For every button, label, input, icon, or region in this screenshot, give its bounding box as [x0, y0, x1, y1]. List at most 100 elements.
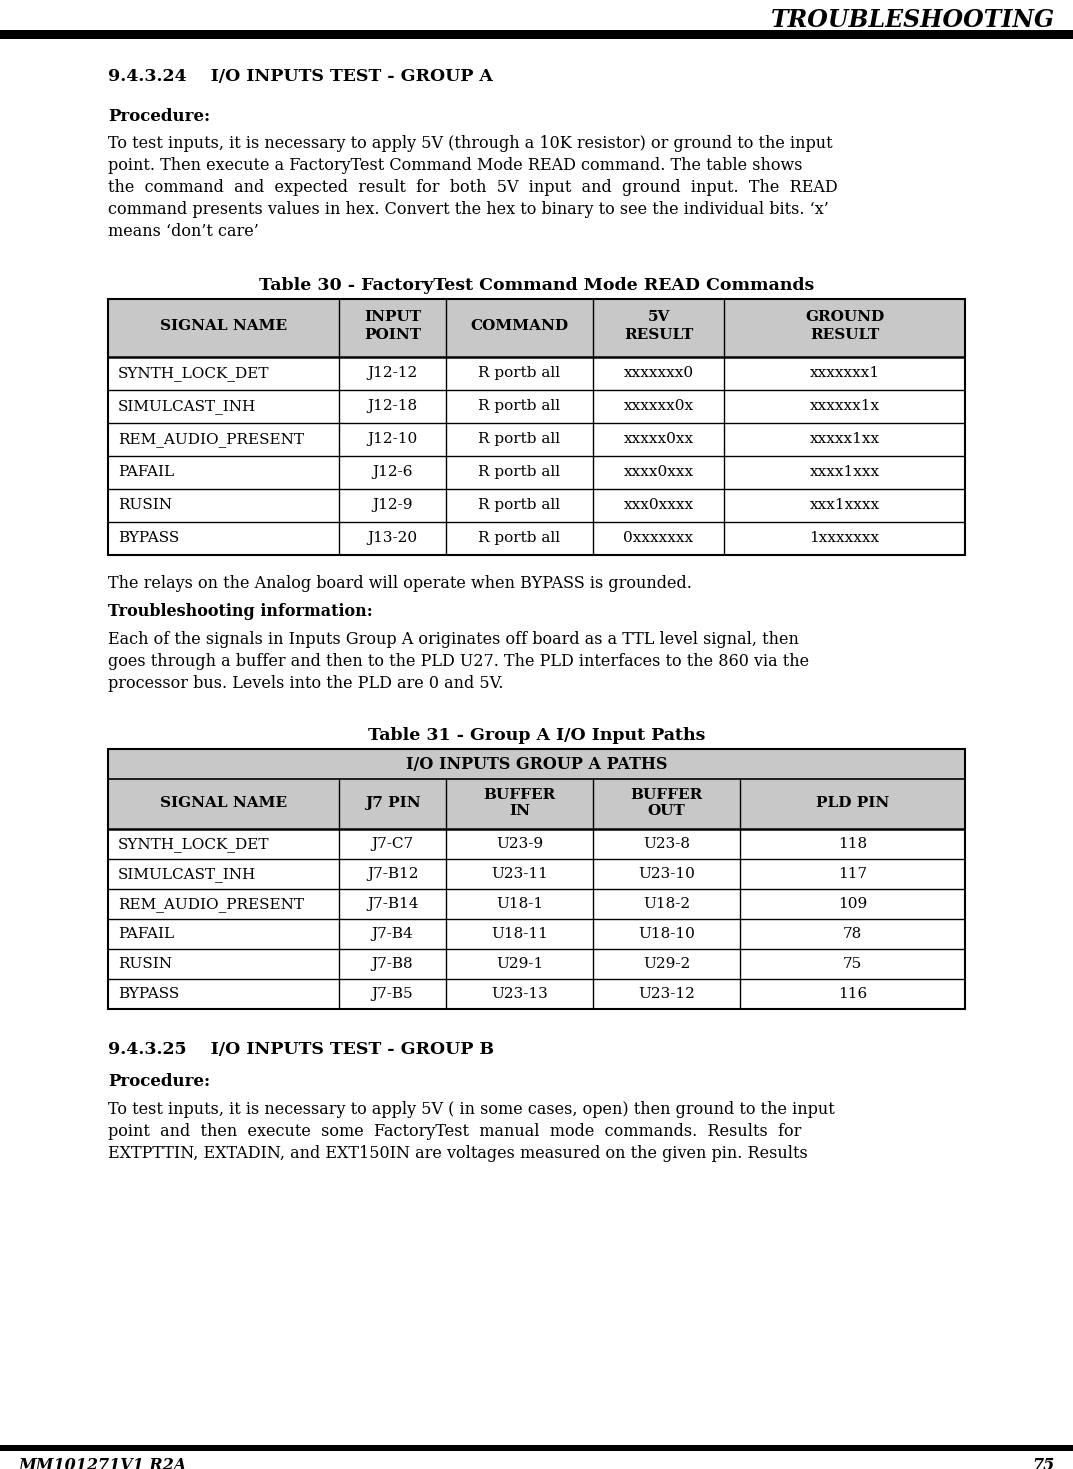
Text: J7-B14: J7-B14 — [367, 898, 418, 911]
Text: BUFFER: BUFFER — [483, 787, 556, 802]
Text: J7-B12: J7-B12 — [367, 867, 418, 881]
Text: SIGNAL NAME: SIGNAL NAME — [160, 319, 288, 333]
Text: COMMAND: COMMAND — [470, 319, 569, 333]
Text: xxxxxx1x: xxxxxx1x — [809, 400, 880, 413]
Text: R portb all: R portb all — [479, 400, 560, 413]
Text: U18-1: U18-1 — [496, 898, 543, 911]
Text: J7-B4: J7-B4 — [371, 927, 413, 942]
Text: means ‘don’t care’: means ‘don’t care’ — [108, 223, 259, 239]
Text: POINT: POINT — [364, 328, 421, 342]
Bar — [108, 300, 965, 357]
Text: IN: IN — [509, 804, 530, 818]
Text: J12-10: J12-10 — [367, 432, 417, 447]
Text: point. Then execute a FactoryTest Command Mode READ command. The table shows: point. Then execute a FactoryTest Comman… — [108, 157, 803, 173]
Text: xxx0xxxx: xxx0xxxx — [623, 498, 693, 513]
Text: BUFFER: BUFFER — [630, 787, 703, 802]
Text: xxxxx0xx: xxxxx0xx — [623, 432, 693, 447]
Text: U23-8: U23-8 — [643, 837, 690, 851]
Text: xxxx1xxx: xxxx1xxx — [809, 466, 880, 479]
Bar — [108, 300, 965, 555]
Text: J7-B5: J7-B5 — [371, 987, 413, 1000]
Text: J12-9: J12-9 — [372, 498, 413, 513]
Text: U18-10: U18-10 — [638, 927, 695, 942]
Bar — [0, 1445, 1073, 1451]
Text: EXTPTTIN, EXTADIN, and EXT150IN are voltages measured on the given pin. Results: EXTPTTIN, EXTADIN, and EXT150IN are volt… — [108, 1144, 808, 1162]
Bar — [108, 779, 965, 829]
Text: R portb all: R portb all — [479, 498, 560, 513]
Text: MM101271V1 R2A: MM101271V1 R2A — [18, 1457, 186, 1469]
Text: SIMULCAST_INH: SIMULCAST_INH — [118, 867, 256, 881]
Text: J7 PIN: J7 PIN — [365, 796, 421, 809]
Text: SYNTH_LOCK_DET: SYNTH_LOCK_DET — [118, 837, 269, 852]
Text: RESULT: RESULT — [623, 328, 693, 342]
Text: SIMULCAST_INH: SIMULCAST_INH — [118, 400, 256, 414]
Text: command presents values in hex. Convert the hex to binary to see the individual : command presents values in hex. Convert … — [108, 201, 828, 217]
Text: 9.4.3.25    I/O INPUTS TEST - GROUP B: 9.4.3.25 I/O INPUTS TEST - GROUP B — [108, 1042, 495, 1058]
Text: xxxx0xxx: xxxx0xxx — [623, 466, 693, 479]
Text: PLD PIN: PLD PIN — [815, 796, 890, 809]
Text: 5V: 5V — [647, 310, 670, 325]
Text: xxx1xxxx: xxx1xxxx — [809, 498, 880, 513]
Text: U18-2: U18-2 — [643, 898, 690, 911]
Text: point  and  then  execute  some  FactoryTest  manual  mode  commands.  Results  : point and then execute some FactoryTest … — [108, 1122, 802, 1140]
Text: U23-11: U23-11 — [491, 867, 548, 881]
Text: TROUBLESHOOTING: TROUBLESHOOTING — [770, 7, 1055, 32]
Text: U23-12: U23-12 — [638, 987, 695, 1000]
Text: xxxxxx0x: xxxxxx0x — [623, 400, 693, 413]
Text: xxxxx1xx: xxxxx1xx — [809, 432, 880, 447]
Text: 75: 75 — [843, 956, 862, 971]
Text: Procedure:: Procedure: — [108, 109, 210, 125]
Text: Each of the signals in Inputs Group A originates off board as a TTL level signal: Each of the signals in Inputs Group A or… — [108, 632, 799, 648]
Text: R portb all: R portb all — [479, 466, 560, 479]
Text: J12-18: J12-18 — [367, 400, 417, 413]
Text: R portb all: R portb all — [479, 530, 560, 545]
Text: R portb all: R portb all — [479, 366, 560, 380]
Text: I/O INPUTS GROUP A PATHS: I/O INPUTS GROUP A PATHS — [406, 757, 667, 773]
Text: 75: 75 — [1032, 1457, 1055, 1469]
Text: PAFAIL: PAFAIL — [118, 466, 174, 479]
Text: 109: 109 — [838, 898, 867, 911]
Text: 9.4.3.24    I/O INPUTS TEST - GROUP A: 9.4.3.24 I/O INPUTS TEST - GROUP A — [108, 68, 493, 85]
Text: The relays on the Analog board will operate when BYPASS is grounded.: The relays on the Analog board will oper… — [108, 574, 692, 592]
Text: 1xxxxxxx: 1xxxxxxx — [809, 530, 880, 545]
Text: R portb all: R portb all — [479, 432, 560, 447]
Text: Procedure:: Procedure: — [108, 1072, 210, 1090]
Text: RUSIN: RUSIN — [118, 498, 172, 513]
Text: GROUND: GROUND — [805, 310, 884, 325]
Bar — [108, 749, 965, 779]
Text: 118: 118 — [838, 837, 867, 851]
Text: J7-B8: J7-B8 — [371, 956, 413, 971]
Text: U29-2: U29-2 — [643, 956, 690, 971]
Text: goes through a buffer and then to the PLD U27. The PLD interfaces to the 860 via: goes through a buffer and then to the PL… — [108, 654, 809, 670]
Text: J13-20: J13-20 — [367, 530, 417, 545]
Text: J12-6: J12-6 — [372, 466, 413, 479]
Text: BYPASS: BYPASS — [118, 987, 179, 1000]
Text: RESULT: RESULT — [810, 328, 879, 342]
Text: U18-11: U18-11 — [491, 927, 548, 942]
Text: To test inputs, it is necessary to apply 5V (through a 10K resistor) or ground t: To test inputs, it is necessary to apply… — [108, 135, 833, 151]
Text: xxxxxxx1: xxxxxxx1 — [809, 366, 880, 380]
Text: RUSIN: RUSIN — [118, 956, 172, 971]
Bar — [108, 749, 965, 1009]
Text: 116: 116 — [838, 987, 867, 1000]
Text: REM_AUDIO_PRESENT: REM_AUDIO_PRESENT — [118, 898, 304, 912]
Text: REM_AUDIO_PRESENT: REM_AUDIO_PRESENT — [118, 432, 304, 447]
Text: Table 30 - FactoryTest Command Mode READ Commands: Table 30 - FactoryTest Command Mode READ… — [259, 278, 814, 294]
Text: xxxxxxx0: xxxxxxx0 — [623, 366, 693, 380]
Text: INPUT: INPUT — [364, 310, 421, 325]
Text: 78: 78 — [843, 927, 862, 942]
Text: PAFAIL: PAFAIL — [118, 927, 174, 942]
Text: U23-10: U23-10 — [638, 867, 695, 881]
Text: To test inputs, it is necessary to apply 5V ( in some cases, open) then ground t: To test inputs, it is necessary to apply… — [108, 1100, 835, 1118]
Text: U23-13: U23-13 — [491, 987, 548, 1000]
Text: U23-9: U23-9 — [496, 837, 543, 851]
Text: OUT: OUT — [648, 804, 686, 818]
Text: Troubleshooting information:: Troubleshooting information: — [108, 602, 372, 620]
Text: J7-C7: J7-C7 — [371, 837, 413, 851]
Text: SIGNAL NAME: SIGNAL NAME — [160, 796, 288, 809]
Text: Table 31 - Group A I/O Input Paths: Table 31 - Group A I/O Input Paths — [368, 727, 705, 743]
Text: 117: 117 — [838, 867, 867, 881]
Bar — [0, 29, 1073, 40]
Text: 0xxxxxxx: 0xxxxxxx — [623, 530, 693, 545]
Text: the  command  and  expected  result  for  both  5V  input  and  ground  input.  : the command and expected result for both… — [108, 179, 838, 195]
